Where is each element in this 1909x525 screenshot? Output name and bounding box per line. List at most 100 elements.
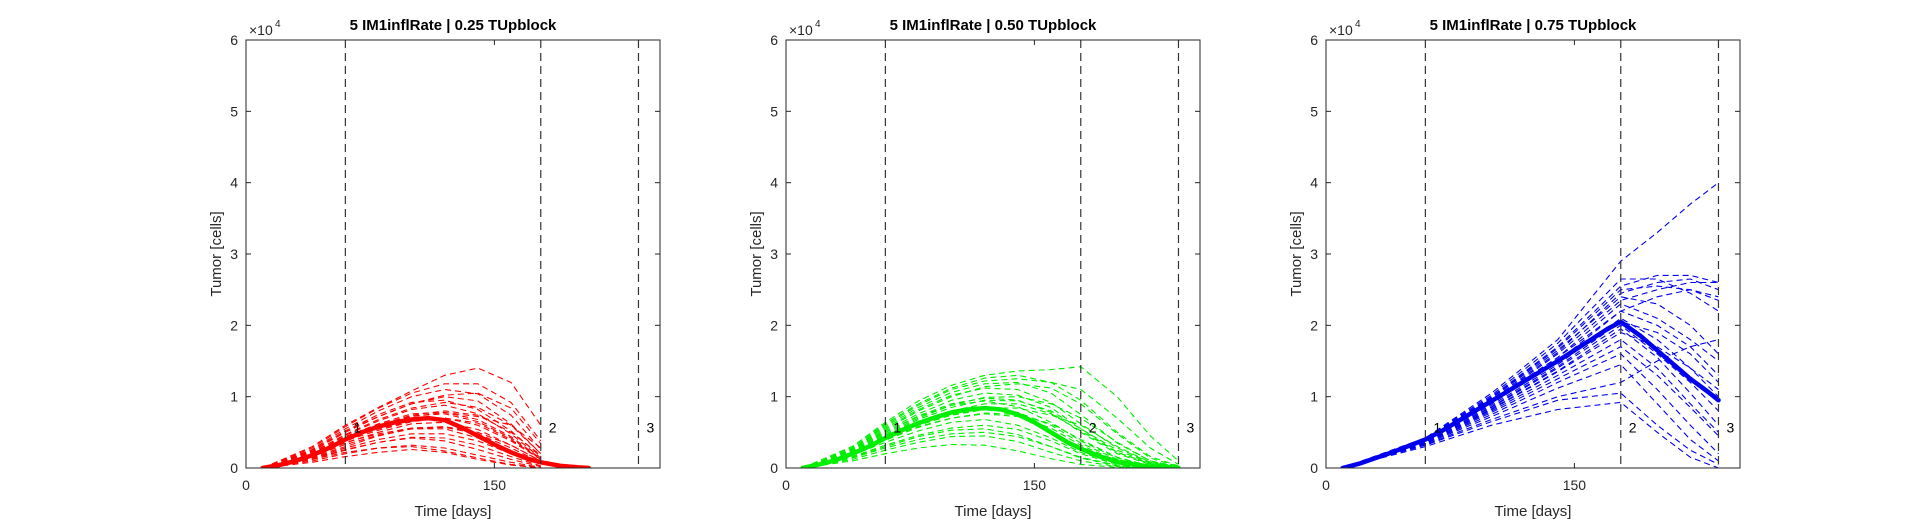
mean-line-1	[260, 415, 592, 468]
series-line-1-19	[262, 383, 542, 468]
y-axis-label-1: Tumor [cells]	[208, 211, 225, 296]
series-line-3-22	[1342, 328, 1719, 468]
x-tick-label-2-2: 150	[1023, 477, 1047, 493]
series-line-1-16	[262, 392, 542, 468]
y-tick-label-2-5: 4	[770, 175, 778, 191]
vline-label-2-1: 1	[893, 419, 901, 435]
vline-label-1-3: 3	[646, 419, 654, 435]
x-axis-label-3: Time [days]	[1495, 503, 1572, 520]
y-tick-label-1-2: 1	[230, 389, 238, 405]
series-group-1	[260, 367, 592, 468]
x-tick-label-1-2: 150	[483, 477, 507, 493]
vline-label-1-2: 2	[549, 419, 557, 435]
x-tick-label-1-1: 0	[242, 477, 250, 493]
y-axis-multiplier-2: ×10	[789, 22, 813, 38]
y-tick-label-1-5: 4	[230, 175, 238, 191]
y-axis-multiplier-exp-2: 4	[815, 19, 821, 30]
y-tick-label-2-7: 6	[770, 32, 778, 48]
series-line-3-16	[1342, 310, 1719, 468]
series-line-2-19	[802, 431, 1179, 468]
y-tick-label-1-6: 5	[230, 103, 238, 119]
series-line-1-20	[262, 367, 542, 468]
chart-title-2: 5 IM1inflRate | 0.50 TUpblock	[890, 17, 1097, 34]
y-tick-label-3-3: 2	[1310, 317, 1318, 333]
panel-2: 1 2 3 0 1 2 3 4 5 6 0 150 5 IM1inflRate | 0.50 TUpb…	[748, 17, 1201, 520]
series-line-3-14	[1342, 363, 1719, 468]
vline-label-1-1: 1	[353, 419, 361, 435]
y-tick-label-3-4: 3	[1310, 246, 1318, 262]
plot-layer-2: 1 2 3 0 1 2 3 4 5 6 0 150	[770, 32, 1201, 493]
y-axis-label-2: Tumor [cells]	[748, 211, 765, 296]
plot-layer-3: 1 2 3 0 1 2 3 4 5 6 0 150	[1310, 32, 1741, 493]
vline-label-3-3: 3	[1726, 419, 1734, 435]
series-line-3-6	[1342, 353, 1719, 468]
mean-line-2	[800, 405, 1181, 468]
vline-label-3-2: 2	[1629, 419, 1637, 435]
x-axis-label-1: Time [days]	[415, 503, 492, 520]
y-axis-label-3: Tumor [cells]	[1288, 211, 1305, 296]
y-axis-multiplier-1: ×10	[249, 22, 273, 38]
panel-1: 1 2 3 0 1 2 3 4 5 6 0 150 5 IM1inflRate | 0.25 TUpb…	[208, 17, 661, 520]
series-line-2-22	[802, 400, 1179, 468]
y-tick-label-2-3: 2	[770, 317, 778, 333]
series-group-3	[1340, 182, 1721, 468]
series-line-1-17	[262, 436, 541, 468]
series-line-2-18	[802, 396, 1179, 468]
series-line-2-15	[802, 443, 1179, 468]
series-line-2-16	[802, 387, 1179, 468]
chart-title-1: 5 IM1inflRate | 0.25 TUpblock	[350, 17, 557, 34]
series-line-2-6	[802, 399, 1179, 468]
vline-label-3-1: 1	[1433, 419, 1441, 435]
y-tick-label-2-1: 0	[770, 460, 778, 476]
series-line-3-17	[1342, 339, 1719, 468]
y-tick-label-3-7: 6	[1310, 32, 1318, 48]
chart-title-3: 5 IM1inflRate | 0.75 TUpblock	[1430, 17, 1637, 34]
series-line-3-8	[1342, 392, 1719, 468]
series-line-1-15	[262, 388, 542, 468]
x-tick-label-3-1: 0	[1322, 477, 1330, 493]
y-tick-label-3-1: 0	[1310, 460, 1318, 476]
series-line-2-8	[802, 435, 1179, 468]
series-group-2	[800, 366, 1181, 468]
x-tick-label-3-2: 150	[1563, 477, 1587, 493]
x-tick-label-2-1: 0	[782, 477, 790, 493]
series-line-1-22	[262, 446, 541, 468]
series-line-2-5	[802, 428, 1179, 468]
series-line-1-23	[262, 448, 541, 468]
y-axis-multiplier-3: ×10	[1329, 22, 1353, 38]
y-tick-label-2-6: 5	[770, 103, 778, 119]
series-line-2-11	[802, 383, 1179, 468]
y-tick-label-1-4: 3	[230, 246, 238, 262]
series-line-1-7	[262, 399, 542, 468]
x-axis-label-2: Time [days]	[955, 503, 1032, 520]
series-line-3-12	[1342, 278, 1719, 468]
y-axis-multiplier-exp-3: 4	[1355, 19, 1361, 30]
series-line-1-5	[262, 437, 541, 468]
series-line-3-11	[1342, 401, 1719, 468]
series-line-2-13	[802, 424, 1179, 468]
mean-line-3	[1340, 319, 1721, 468]
series-line-1-24	[262, 401, 542, 468]
y-tick-label-1-7: 6	[230, 32, 238, 48]
y-tick-label-1-3: 2	[230, 317, 238, 333]
series-line-3-13	[1342, 331, 1719, 468]
y-tick-label-3-5: 4	[1310, 175, 1318, 191]
series-line-1-12	[262, 411, 542, 468]
series-line-2-7	[802, 374, 1179, 468]
y-tick-label-2-4: 3	[770, 246, 778, 262]
series-line-2-20	[802, 378, 1179, 468]
y-tick-label-2-2: 1	[770, 389, 778, 405]
vline-label-2-3: 3	[1186, 419, 1194, 435]
series-line-1-11	[262, 444, 541, 468]
y-axis-multiplier-exp-1: 4	[275, 19, 281, 30]
y-tick-label-3-2: 1	[1310, 389, 1318, 405]
plot-layer-1: 1 2 3 0 1 2 3 4 5 6 0 150	[230, 32, 661, 493]
panel-3: 1 2 3 0 1 2 3 4 5 6 0 150 5 IM1inflRate | 0.75 TUpb…	[1288, 17, 1741, 520]
series-line-3-4	[1342, 338, 1719, 468]
y-tick-label-1-1: 0	[230, 460, 238, 476]
y-tick-label-3-6: 5	[1310, 103, 1318, 119]
series-line-2-12	[802, 366, 1179, 468]
vline-label-2-2: 2	[1089, 419, 1097, 435]
